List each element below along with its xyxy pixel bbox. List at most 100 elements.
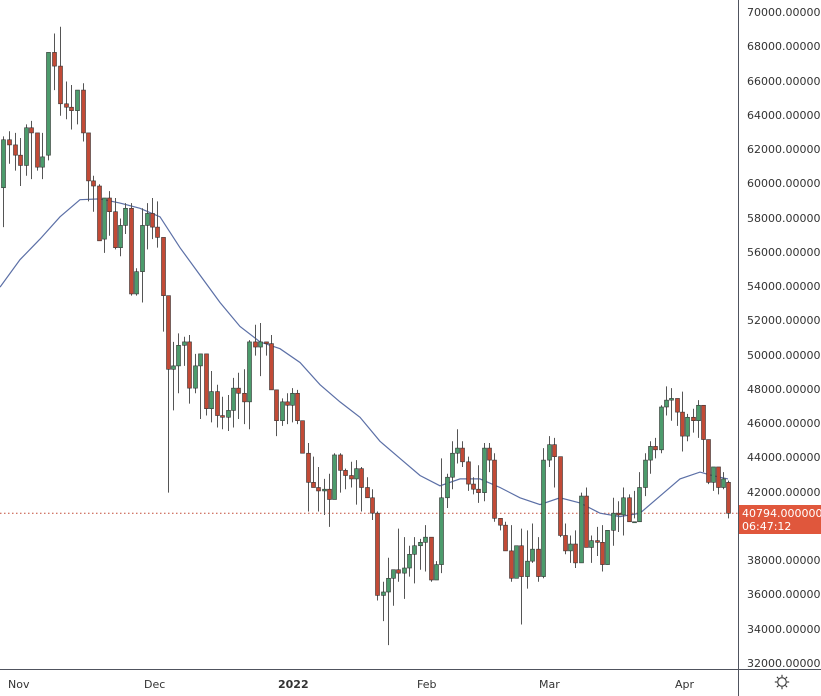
candle <box>349 461 354 488</box>
candle <box>264 341 269 356</box>
candle <box>541 448 546 579</box>
candle <box>439 458 444 574</box>
candle <box>721 472 726 490</box>
candle <box>242 369 247 425</box>
candle <box>637 472 642 523</box>
candle <box>726 480 731 519</box>
candle <box>129 203 134 296</box>
countdown-timer: 06:47:12 <box>742 520 792 534</box>
candle <box>423 525 428 572</box>
candle <box>236 372 241 419</box>
axis-corner <box>738 669 821 696</box>
candle <box>69 84 74 130</box>
candle <box>7 131 12 164</box>
price-tick-label: 48000.000000 <box>747 382 821 396</box>
candle <box>600 525 605 572</box>
candle <box>29 120 34 180</box>
candle <box>503 521 508 552</box>
candle <box>52 33 57 91</box>
candle <box>445 473 450 509</box>
candle <box>280 398 285 426</box>
time-tick-label: Nov <box>8 678 30 691</box>
candle <box>231 377 236 428</box>
candle <box>386 557 391 646</box>
price-tick-label: 56000.000000 <box>747 245 821 259</box>
price-tick-label: 46000.000000 <box>747 417 821 431</box>
candle <box>215 384 220 428</box>
candle <box>402 537 407 599</box>
price-tick-label: 58000.000000 <box>747 211 821 225</box>
gear-icon[interactable] <box>774 674 790 690</box>
candle <box>418 538 423 570</box>
candle <box>209 371 214 423</box>
candle <box>107 191 112 236</box>
candle <box>643 453 648 497</box>
candle <box>365 477 370 499</box>
time-tick-label: Feb <box>417 678 437 691</box>
candle <box>204 353 209 416</box>
candle <box>563 523 568 555</box>
candle <box>589 535 594 563</box>
candle <box>659 405 664 454</box>
candle <box>322 478 327 515</box>
time-axis[interactable]: Nov Dec 2022 Feb Mar Apr <box>0 669 738 696</box>
candle <box>86 132 91 202</box>
candle <box>632 490 637 524</box>
candle <box>1 136 6 228</box>
candle <box>140 208 145 303</box>
candle <box>311 456 316 488</box>
candle <box>653 437 658 459</box>
candle <box>247 340 252 430</box>
time-tick-label: Apr <box>675 678 695 691</box>
candle <box>482 442 487 502</box>
candle <box>220 396 225 430</box>
candlestick-chart[interactable] <box>0 0 738 669</box>
candle <box>492 453 497 522</box>
candle <box>198 353 203 419</box>
candle <box>696 400 701 438</box>
candle <box>616 501 621 533</box>
candle <box>343 468 348 490</box>
candle <box>429 536 434 582</box>
candle <box>685 413 690 442</box>
last-price-label: 40794.000000 06:47:12 <box>739 505 821 535</box>
candle <box>568 535 573 563</box>
candle <box>161 237 166 332</box>
candle <box>18 138 23 187</box>
candle <box>258 323 263 377</box>
candle <box>412 537 417 584</box>
candle <box>584 487 589 548</box>
candle <box>285 393 290 425</box>
candle <box>664 386 669 416</box>
chart-plot-area[interactable] <box>0 0 738 669</box>
price-tick-label: 38000.000000 <box>747 554 821 568</box>
candle <box>176 333 181 394</box>
candle <box>155 201 160 248</box>
price-tick-label: 70000.000000 <box>747 6 821 19</box>
candle <box>338 453 343 493</box>
candle <box>75 89 80 125</box>
candle <box>332 453 337 500</box>
candle <box>691 408 696 433</box>
time-tick-label: Dec <box>144 678 166 691</box>
candle <box>81 83 86 142</box>
candle <box>13 132 18 171</box>
candle <box>509 525 514 582</box>
candle <box>91 175 96 212</box>
candle <box>113 198 118 250</box>
candle <box>621 487 626 536</box>
candle <box>595 526 600 557</box>
candle <box>455 429 460 464</box>
candle <box>476 465 481 503</box>
candle <box>381 581 386 622</box>
price-axis[interactable]: 70000.000000 68000.000000 66000.000000 6400… <box>738 0 821 669</box>
candle <box>514 545 519 579</box>
candle <box>680 391 685 452</box>
candle <box>675 398 680 426</box>
candle <box>370 489 375 521</box>
candle <box>706 439 711 485</box>
price-tick-label: 52000.000000 <box>747 314 821 328</box>
candle <box>558 456 563 538</box>
candle <box>359 466 364 512</box>
candle <box>187 335 192 404</box>
